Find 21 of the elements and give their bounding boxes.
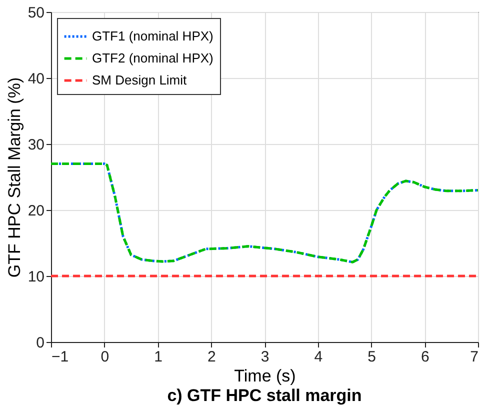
y-tick-label: 0 <box>36 334 44 352</box>
text: c) GTF HPC stall margin <box>167 386 362 405</box>
x-tick-label: 7 <box>470 348 478 366</box>
x-tick-label: 1 <box>154 348 162 366</box>
legend-label: GTF1 (nominal HPX) <box>92 28 214 44</box>
legend-label: SM Design Limit <box>92 72 188 88</box>
x-tick-label: 0 <box>100 348 110 366</box>
legend-label: GTF2 (nominal HPX) <box>92 50 214 66</box>
y-tick-label: 40 <box>28 70 44 88</box>
y-axis-title: GTF HPC Stall Margin (%) <box>4 77 24 278</box>
y-tick-label: 10 <box>28 268 44 286</box>
y-tick-label: 20 <box>28 202 44 220</box>
x-tick-label: 3 <box>260 348 270 366</box>
x-tick-label: 2 <box>207 348 216 366</box>
y-tick-label: 30 <box>28 136 44 154</box>
x-tick-label: 6 <box>420 348 430 366</box>
x-tick-label: 5 <box>368 348 376 366</box>
x-tick-label: 4 <box>314 348 323 366</box>
y-tick-label: 50 <box>28 4 44 22</box>
x-tick-label: −1 <box>52 348 69 366</box>
x-axis-title: Time (s) <box>234 366 296 386</box>
